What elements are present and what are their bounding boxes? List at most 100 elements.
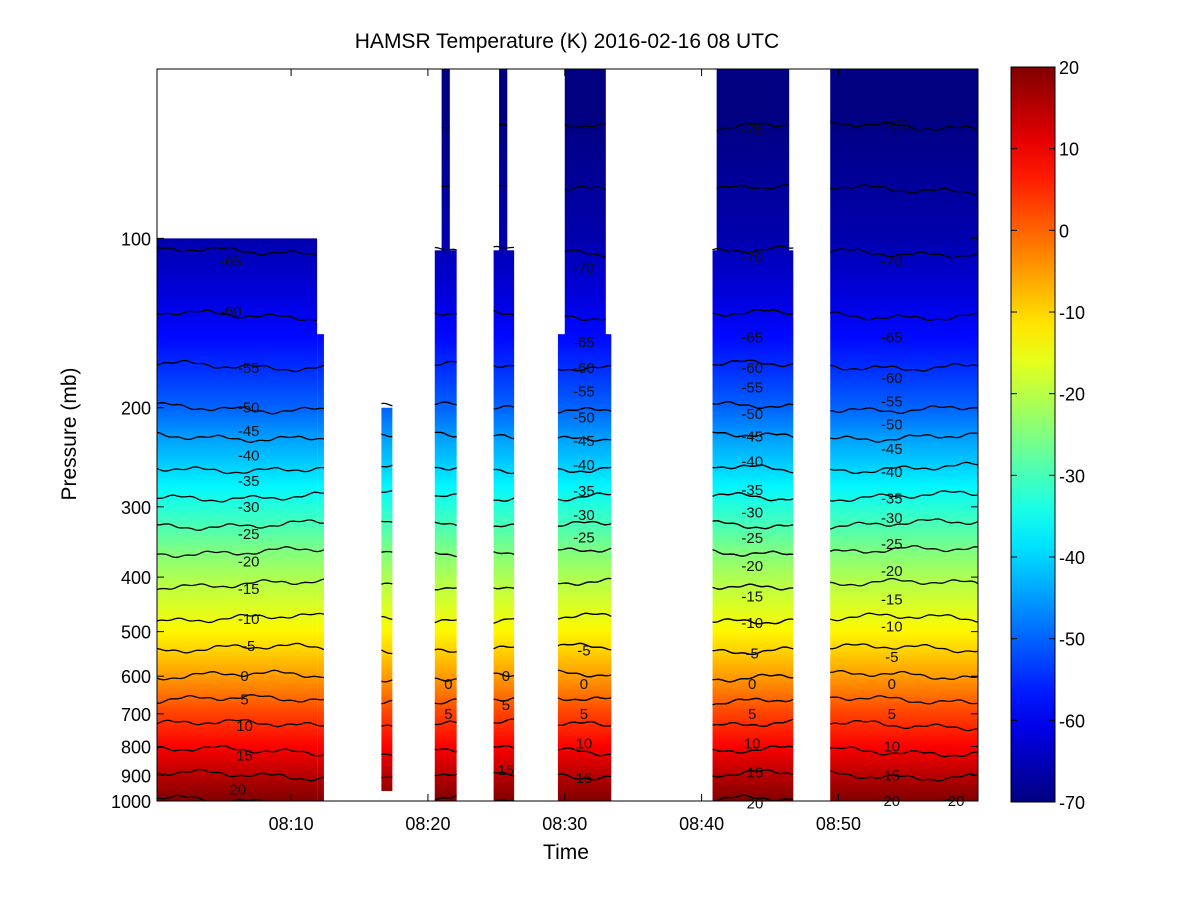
colorbar-ticks: 20 10 0 -10 -20 -30 -40 -50 -60 -70: [1011, 58, 1085, 813]
colorbar-tick-label: -60: [1059, 711, 1085, 731]
contour-line: [441, 648, 450, 653]
contour-line: [316, 364, 325, 369]
contour-line: [157, 579, 318, 591]
contour-label: -65: [881, 329, 903, 346]
contour-line: [498, 586, 508, 590]
contour-line: [830, 612, 978, 623]
contour-line: [441, 522, 450, 525]
contour-line: [564, 547, 607, 553]
contour-line: [381, 490, 393, 493]
contour-label: 0: [240, 668, 248, 685]
contour-line: [716, 464, 790, 473]
contour-line: [441, 185, 450, 187]
contour-line: [441, 313, 450, 316]
contour-line: [157, 642, 318, 654]
contour-line: [157, 745, 318, 757]
contour-line: [498, 499, 508, 502]
contour-label: -40: [238, 447, 260, 464]
contour-label: -45: [741, 429, 763, 446]
y-tick-label: 400: [121, 568, 151, 588]
contour-line: [830, 184, 978, 195]
y-tick-label: 800: [121, 737, 151, 757]
contour-line: [316, 724, 324, 727]
contour-lines: [157, 120, 978, 801]
contour-label: -60: [881, 370, 903, 387]
contour-line: [716, 245, 790, 254]
contour-label: -15: [881, 591, 903, 608]
contour-label: -5: [885, 649, 898, 666]
contour-line: [830, 405, 978, 415]
contour-line: [157, 669, 318, 681]
contour-line: [316, 776, 324, 780]
colorbar-tick-label: -20: [1059, 385, 1085, 405]
data-segment-3: [381, 407, 393, 792]
contour-label: -30: [238, 499, 260, 516]
contour-label: -70: [741, 249, 763, 266]
contour-line: [716, 673, 790, 683]
contour-label: -25: [741, 530, 763, 547]
contour-label: -75: [886, 117, 908, 134]
contour-line: [157, 466, 318, 475]
contour-label: -10: [741, 615, 763, 632]
y-tick-label: 600: [121, 667, 151, 687]
contour-line: [499, 772, 508, 775]
contour-label: 20: [229, 782, 246, 799]
contour-label: -50: [741, 406, 763, 423]
contour-label: -35: [238, 473, 260, 490]
colorbar-tick-label: 0: [1059, 221, 1069, 241]
contour-line: [716, 520, 790, 530]
contour-line: [830, 746, 978, 758]
contour-line: [597, 800, 607, 801]
contour-line: [716, 401, 790, 410]
contour-line: [564, 642, 606, 650]
contour-line: [716, 646, 790, 656]
contour-line: [499, 552, 508, 555]
contour-line: [441, 773, 450, 776]
y-tick-label: 700: [121, 705, 151, 725]
contour-label: -60: [573, 360, 595, 377]
contour-line: [564, 315, 606, 321]
chart-title: HAMSR Temperature (K) 2016-02-16 08 UTC: [355, 30, 779, 53]
contour-line: [830, 669, 978, 680]
y-tick-label: 100: [121, 229, 151, 249]
contour-line: [499, 365, 508, 369]
contour-label: -55: [573, 383, 595, 400]
contour-line: [498, 745, 508, 748]
contour-label: -5: [577, 642, 590, 659]
contour-line: [716, 308, 790, 317]
contour-line: [498, 469, 508, 474]
contour-line: [381, 679, 393, 683]
contour-label: -35: [741, 482, 763, 499]
y-axis-label: Pressure (mb): [58, 367, 81, 500]
x-axis-label: Time: [543, 841, 589, 864]
contour-label: -10: [881, 619, 903, 636]
contour-line: [498, 246, 508, 249]
contour-line: [829, 770, 978, 782]
contour-label: 20: [747, 795, 764, 812]
contour-label: -75: [741, 121, 763, 138]
contour-line: [317, 754, 324, 757]
contour-line: [716, 794, 790, 801]
colorbar-tick-label: 10: [1059, 140, 1079, 160]
x-tick-label: 08:40: [679, 814, 724, 834]
contour-line: [381, 433, 393, 438]
contour-label: -60: [741, 360, 763, 377]
contour-line: [564, 612, 606, 619]
contour-line: [830, 363, 978, 372]
contour-line: [716, 720, 790, 728]
contour-line: [829, 120, 978, 131]
plot-frame: [156, 68, 979, 802]
contour-label: -20: [238, 553, 260, 570]
contour-line: [317, 549, 325, 553]
contour-label: -50: [881, 416, 903, 433]
contour-line: [157, 359, 318, 373]
contour-label: 15: [576, 770, 593, 787]
contour-line: [498, 699, 508, 702]
contour-label: -30: [573, 507, 595, 524]
contour-label: -25: [573, 529, 595, 546]
contour-line: [381, 649, 393, 655]
y-tick-label: 900: [121, 766, 151, 786]
contour-label: -40: [741, 453, 763, 470]
contour-line: [499, 123, 508, 127]
contour-line: [830, 432, 978, 443]
